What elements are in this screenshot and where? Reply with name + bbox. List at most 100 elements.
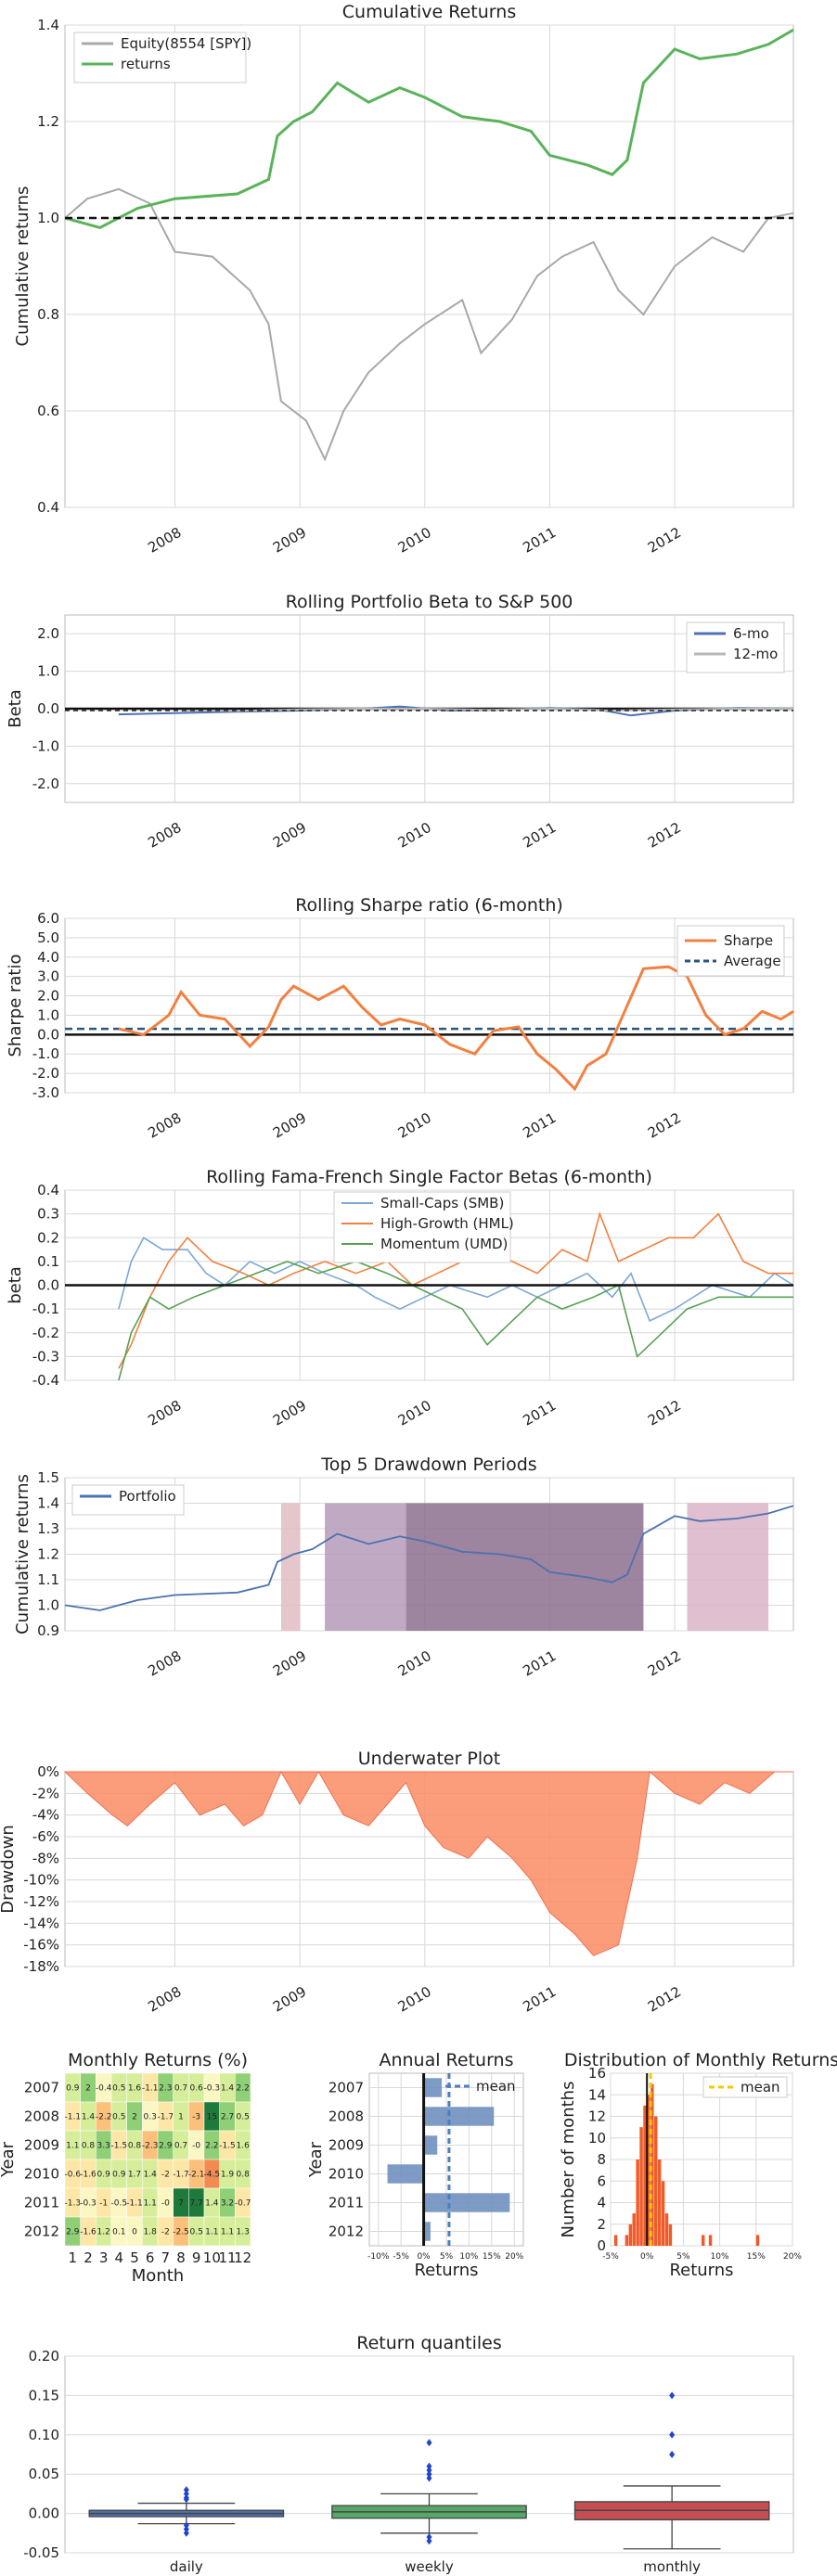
annual-x-tick-label: 10% [459, 2252, 478, 2262]
heat-cell-value: 0.9 [97, 2171, 111, 2180]
dist-y-tick-label: 6 [597, 2172, 606, 2189]
dist-legend-box [702, 2076, 788, 2098]
sharpe-title: Rolling Sharpe ratio (6-month) [295, 895, 563, 916]
beta-legend: 6-mo 12-mo [686, 622, 785, 673]
uw-y-tick-label: -16% [23, 1937, 59, 1954]
heat-cell-value: -2.2 [96, 2113, 112, 2122]
uw-y-axis-label: Drawdown [0, 1825, 18, 1914]
heat-cell-value: 0.8 [82, 2142, 96, 2151]
uw-y-tick-label: -8% [32, 1850, 59, 1866]
quant-flier [183, 2525, 189, 2533]
beta-y-tick-label: -2.0 [32, 775, 59, 792]
beta-x-tick-label: 2008 [145, 819, 184, 852]
heat-cell-value: 1.6 [128, 2084, 142, 2094]
heat-cell-value: 0.8 [128, 2142, 142, 2151]
beta-x-tick-label: 2010 [395, 819, 434, 852]
heat-x-tick-label: 9 [192, 2249, 201, 2266]
dd-x-tick-label: 2011 [520, 1647, 559, 1680]
dist-y-tick-label: 16 [588, 2065, 606, 2082]
dist-bar [654, 2116, 658, 2246]
dd-y-axis-label: Cumulative returns [13, 1474, 32, 1634]
uw-x-tick-label: 2011 [520, 1983, 559, 2016]
heat-cell-value: -0.7 [235, 2199, 251, 2209]
heat-cell-value: 0.7 [174, 2142, 187, 2151]
heat-cell-value: 0.5 [112, 2113, 125, 2122]
dist-y-tick-label: 4 [597, 2195, 606, 2211]
dist-legend-label: mean [740, 2079, 780, 2095]
uw-x-tick-label: 2008 [145, 1983, 184, 2016]
heat-cell-value: -1.6 [80, 2228, 97, 2237]
heat-cell-value: 0.5 [237, 2113, 250, 2122]
annual-y-tick-label: 2008 [328, 2108, 364, 2125]
sharpe-series-line-0 [118, 965, 794, 1092]
heat-x-tick-label: 12 [234, 2249, 251, 2266]
heat-cell-value: 2.2 [205, 2142, 218, 2151]
annual-bar [423, 2222, 431, 2241]
heat-cell-value: -0 [192, 2142, 200, 2151]
heat-cell-value: 1.7 [128, 2171, 141, 2180]
annual-y-tick-label: 2009 [328, 2137, 364, 2154]
annual-bar [423, 2078, 443, 2097]
heat-x-tick-label: 4 [115, 2249, 124, 2266]
annual-y-tick-label: 2007 [328, 2080, 364, 2096]
quant-flier [426, 2462, 432, 2470]
sharpe-y-tick-label: 2.0 [37, 988, 59, 1005]
annual-x-axis-label: Returns [414, 2261, 478, 2280]
ff-x-tick-label: 2009 [270, 1397, 309, 1429]
heat-cell-value: -0.3 [80, 2199, 97, 2209]
heat-x-tick-label: 8 [176, 2249, 186, 2266]
dist-bar [632, 2213, 636, 2246]
heat-cell-value: -0.6 [65, 2171, 82, 2180]
sharpe-legend-label: Average [724, 953, 781, 969]
quant-y-tick-label: 0.15 [29, 2387, 59, 2403]
dd-y-tick-label: 1.4 [37, 1495, 59, 1512]
sharpe-plot-area [64, 917, 794, 1094]
quant-y-tick-label: 0.20 [29, 2348, 59, 2365]
heat-cell-value: 1.6 [237, 2142, 251, 2151]
sharpe-y-tick-label: 1.0 [37, 1006, 59, 1023]
heat-cell-value: 0.5 [190, 2228, 203, 2237]
dist-y-tick-label: 12 [588, 2108, 606, 2125]
beta-legend-label: 12-mo [733, 646, 778, 662]
beta-y-axis-label: Beta [6, 689, 25, 728]
heat-cell-value: 1.4 [82, 2113, 96, 2122]
sharpe-x-tick-label: 2008 [145, 1109, 184, 1142]
heat-y-tick-label: 2008 [24, 2108, 59, 2125]
heat-cell-value: 1.9 [221, 2171, 235, 2180]
heat-cell-value: -2.5 [173, 2228, 189, 2237]
ff-y-tick-label: -0.1 [32, 1301, 59, 1317]
dist-bar [708, 2235, 713, 2246]
beta-y-tick-label: 2.0 [37, 625, 59, 642]
ff-legend: Small-Caps (SMB) High-Growth (HML) Momentu… [333, 1191, 514, 1263]
heat-cell-value: 1.1 [66, 2142, 79, 2151]
quant-flier [426, 2533, 432, 2542]
cum-legend: Equity(8554 [SPY]) returns [73, 32, 251, 83]
dist-legend: mean [702, 2076, 788, 2098]
uw-x-tick-label: 2010 [395, 1983, 434, 2016]
dist-x-tick-label: 20% [783, 2252, 802, 2262]
beta-series-line-1 [181, 707, 793, 712]
annual-x-tick-label: 0% [417, 2252, 431, 2262]
dd-y-tick-label: 1.1 [37, 1571, 59, 1588]
quant-x-tick-label: weekly [405, 2558, 454, 2575]
heat-cell-value: -1.1 [142, 2084, 159, 2094]
annual-bar [423, 2107, 495, 2126]
heat-cell-value: 1.8 [144, 2228, 158, 2237]
sharpe-y-tick-label: 3.0 [37, 968, 59, 985]
heat-cell-value: 1.1 [205, 2228, 218, 2237]
annual-x-tick-label: 20% [505, 2252, 523, 2262]
heat-x-tick-label: 2 [84, 2249, 93, 2266]
heat-cell-value: 15 [207, 2113, 217, 2122]
sharpe-y-tick-label: 6.0 [37, 910, 59, 927]
quant-y-tick-label: -0.05 [23, 2544, 59, 2561]
cum-y-tick-label: 1.0 [37, 210, 59, 226]
sharpe-legend-box [676, 925, 785, 977]
cum-x-tick-label: 2011 [520, 524, 559, 557]
cum-y-tick-label: 1.2 [37, 113, 59, 130]
ff-x-tick-label: 2012 [645, 1397, 684, 1429]
heat-cell-value: 0.9 [66, 2084, 80, 2094]
uw-y-tick-label: -14% [23, 1915, 59, 1931]
dd-y-tick-label: 1.3 [37, 1520, 59, 1537]
heat-y-axis-label: Year [0, 2141, 18, 2178]
